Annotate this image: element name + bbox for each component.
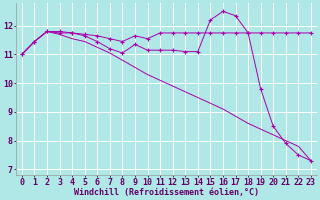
X-axis label: Windchill (Refroidissement éolien,°C): Windchill (Refroidissement éolien,°C): [74, 188, 259, 197]
